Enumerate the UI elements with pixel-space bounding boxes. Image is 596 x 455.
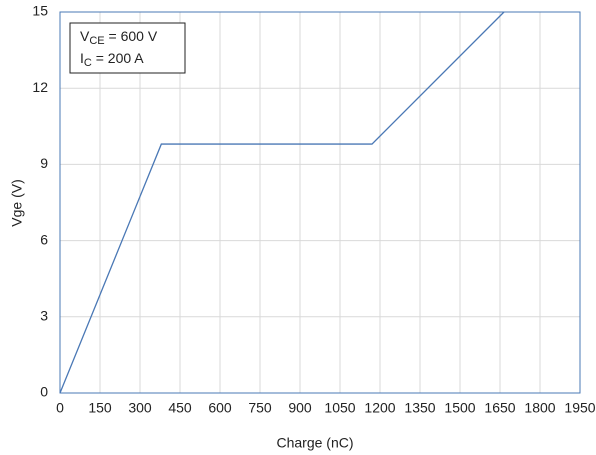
annotation-main: I xyxy=(80,50,84,66)
data-line xyxy=(59,11,505,394)
y-tick-label: 15 xyxy=(32,3,48,19)
y-tick-label: 3 xyxy=(40,308,48,324)
y-axis-label: Vge (V) xyxy=(9,179,25,226)
x-tick-label: 450 xyxy=(168,400,192,416)
x-tick-label: 600 xyxy=(208,400,232,416)
x-tick-label: 1050 xyxy=(324,400,355,416)
x-tick-label: 150 xyxy=(88,400,112,416)
x-tick-label: 1200 xyxy=(364,400,395,416)
x-tick-label: 1950 xyxy=(564,400,595,416)
x-axis-label: Charge (nC) xyxy=(276,435,353,451)
x-tick-label: 750 xyxy=(248,400,272,416)
x-tick-label: 1500 xyxy=(444,400,475,416)
x-tick-label: 900 xyxy=(288,400,312,416)
x-tick-label: 1650 xyxy=(484,400,515,416)
annotation-main: V xyxy=(80,28,90,44)
y-tick-label: 9 xyxy=(40,155,48,171)
legend-box xyxy=(69,22,186,74)
annotation-rest: = 200 A xyxy=(92,50,144,66)
y-tick-label: 6 xyxy=(40,231,48,247)
x-tick-label: 0 xyxy=(56,400,64,416)
y-tick-label: 0 xyxy=(40,384,48,400)
plot-frame xyxy=(59,11,581,394)
x-tick-label: 1350 xyxy=(404,400,435,416)
annotation-sub: CE xyxy=(89,35,104,47)
x-tick-label: 300 xyxy=(128,400,152,416)
annotation-sub: C xyxy=(84,57,92,69)
y-tick-label: 12 xyxy=(32,79,48,95)
annotation: VCE = 600 V xyxy=(80,28,158,47)
x-tick-label: 1800 xyxy=(524,400,555,416)
annotation: IC = 200 A xyxy=(80,50,144,69)
annotation-rest: = 600 V xyxy=(105,28,158,44)
